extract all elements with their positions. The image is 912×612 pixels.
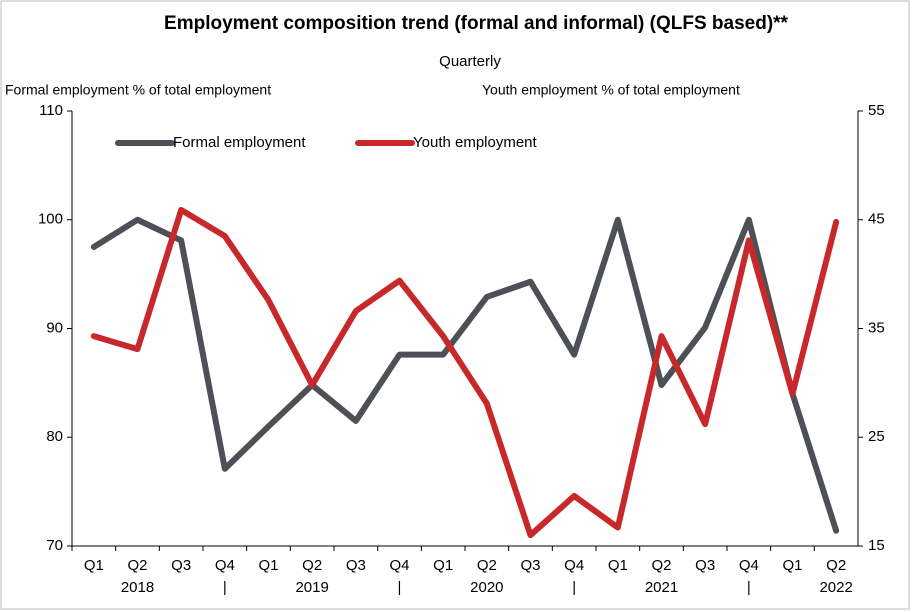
y-axis-label: Formal employment % of total employment (5, 82, 271, 98)
y-tick-label: 100 (38, 211, 63, 228)
y-tick-label: 70 (46, 537, 63, 554)
x-tick-label: Q1 (433, 557, 453, 574)
x-tick-label: Q3 (695, 557, 715, 574)
x-tick-label: Q3 (346, 557, 366, 574)
x-tick-label: Q4 (389, 557, 409, 574)
chart-subtitle: Quarterly (439, 53, 501, 70)
legend-label: Formal employment (173, 134, 306, 151)
x-group-label: 2020 (470, 579, 503, 596)
x-group-label: 2019 (295, 579, 328, 596)
x-group-label: | (223, 579, 227, 596)
x-group-label: | (747, 579, 751, 596)
y2-tick-label: 25 (868, 428, 885, 445)
x-tick-label: Q2 (477, 557, 497, 574)
x-group-label: 2022 (819, 579, 852, 596)
x-group-label: 2018 (121, 579, 154, 596)
y2-tick-label: 45 (868, 211, 885, 228)
x-tick-label: Q2 (127, 557, 147, 574)
x-tick-label: Q2 (651, 557, 671, 574)
x-tick-label: Q4 (564, 557, 584, 574)
x-group-label: 2021 (645, 579, 678, 596)
x-tick-label: Q4 (739, 557, 759, 574)
x-tick-label: Q2 (826, 557, 846, 574)
y-tick-label: 110 (39, 102, 63, 119)
y-tick-label: 90 (46, 319, 63, 336)
y2-tick-label: 35 (868, 319, 885, 336)
y2-tick-label: 15 (868, 537, 885, 554)
y-tick-label: 80 (46, 428, 63, 445)
x-tick-label: Q1 (258, 557, 278, 574)
y2-axis-label: Youth employment % of total employment (482, 82, 740, 98)
series-line (90, 216, 840, 534)
series-line (90, 206, 840, 539)
x-group-label: | (572, 579, 576, 596)
legend-label: Youth employment (413, 134, 538, 151)
x-tick-label: Q3 (171, 557, 191, 574)
x-tick-label: Q1 (608, 557, 628, 574)
x-tick-label: Q2 (302, 557, 322, 574)
x-tick-label: Q1 (782, 557, 802, 574)
y2-tick-label: 55 (868, 102, 885, 119)
x-tick-label: Q1 (84, 557, 104, 574)
x-group-label: | (398, 579, 402, 596)
x-tick-label: Q3 (520, 557, 540, 574)
x-tick-label: Q4 (215, 557, 235, 574)
chart-title: Employment composition trend (formal and… (164, 13, 788, 34)
